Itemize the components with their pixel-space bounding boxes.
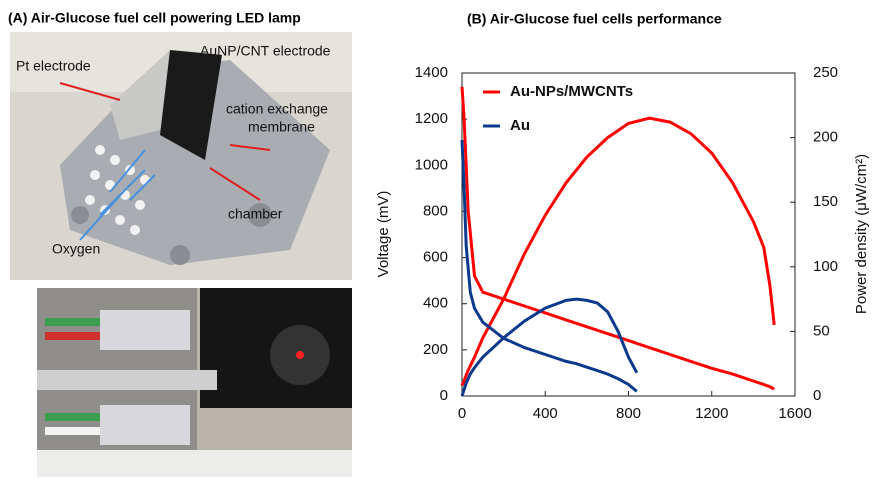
y2-tick-label: 50 [813,322,830,339]
led-photo [37,288,352,477]
y-tick-label: 1000 [415,156,448,173]
y-tick-label: 0 [440,387,448,404]
oxygen-label: Oxygen [52,241,100,257]
y-tick-label: 400 [423,295,448,312]
legend-label: Au [510,117,530,134]
y2-tick-label: 0 [813,387,821,404]
figure: (A) Air-Glucose fuel cell powering LED l… [0,0,874,477]
cnt-label: AuNP/CNT electrode [200,43,331,59]
x-tick-label: 800 [616,405,641,422]
x-tick-label: 0 [458,405,466,422]
panel-a-title: (A) Air-Glucose fuel cell powering LED l… [8,10,301,26]
power-line [462,118,774,386]
y-tick-label: 200 [423,341,448,358]
x-tick-label: 1600 [778,405,811,422]
y-axis-label: Voltage (mV) [375,191,392,278]
membrane-label: cation exchange [226,101,328,117]
pt-label: Pt electrode [16,58,91,74]
y2-tick-label: 100 [813,258,838,275]
y-tick-label: 1400 [415,64,448,81]
y2-tick-label: 150 [813,193,838,210]
chamber-label: chamber [228,206,283,222]
y2-axis-label: Power density (μW/cm²) [853,154,870,314]
y-tick-label: 800 [423,202,448,219]
y-tick-label: 600 [423,249,448,266]
x-tick-label: 1200 [695,405,728,422]
membrane-label: membrane [248,119,315,135]
y-tick-label: 1200 [415,110,448,127]
y2-tick-label: 250 [813,64,838,81]
x-tick-label: 400 [533,405,558,422]
chart-title: (B) Air-Glucose fuel cells performance [467,11,722,27]
y2-tick-label: 200 [813,129,838,146]
legend-label: Au-NPs/MWCNTs [510,83,633,100]
